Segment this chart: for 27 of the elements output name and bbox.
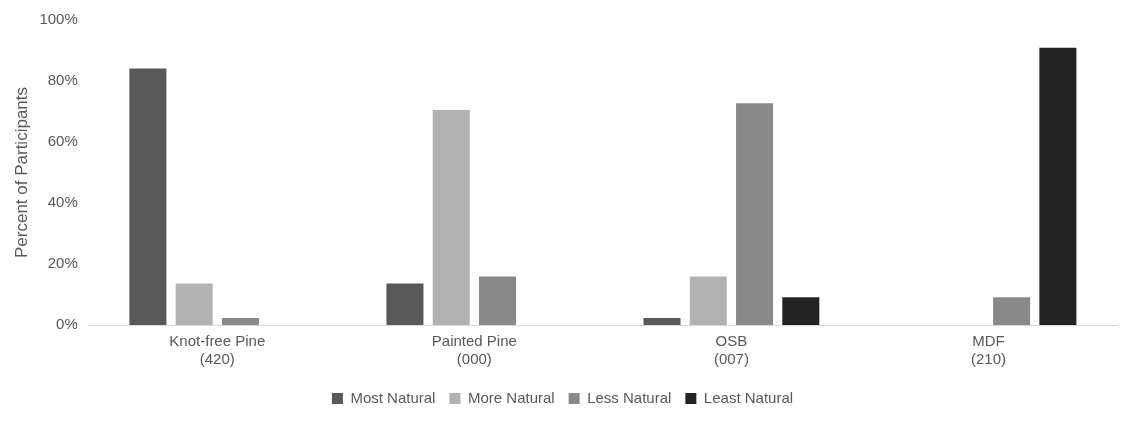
legend-label: Less Natural <box>587 388 672 406</box>
y-tick-label: 20% <box>47 254 78 272</box>
bar <box>432 109 470 325</box>
bar <box>478 276 516 325</box>
bar <box>175 283 213 325</box>
y-tick-label: 80% <box>47 71 78 89</box>
x-tick-label: MDF (210) <box>970 332 1006 368</box>
x-tick-label: Painted Pine (000) <box>431 332 517 368</box>
y-tick-label: 100% <box>39 10 78 28</box>
y-tick-label: 60% <box>47 132 78 150</box>
bar <box>736 103 774 325</box>
y-tick-label: 40% <box>47 193 78 211</box>
legend-label: More Natural <box>467 388 555 406</box>
x-tick-label: OSB (007) <box>713 332 749 368</box>
legend-label: Least Natural <box>703 388 794 406</box>
y-axis-title: Percent of Participants <box>11 86 31 259</box>
bar <box>221 317 259 325</box>
x-tick-label: Knot-free Pine (420) <box>169 332 266 368</box>
bar <box>386 283 424 325</box>
bar <box>782 297 820 325</box>
bar <box>643 317 681 325</box>
legend-label: Most Natural <box>350 388 436 406</box>
y-tick-label: 0% <box>56 315 78 333</box>
bar <box>993 297 1031 325</box>
bar <box>689 276 727 325</box>
bar <box>129 68 167 325</box>
bar <box>1039 47 1077 325</box>
